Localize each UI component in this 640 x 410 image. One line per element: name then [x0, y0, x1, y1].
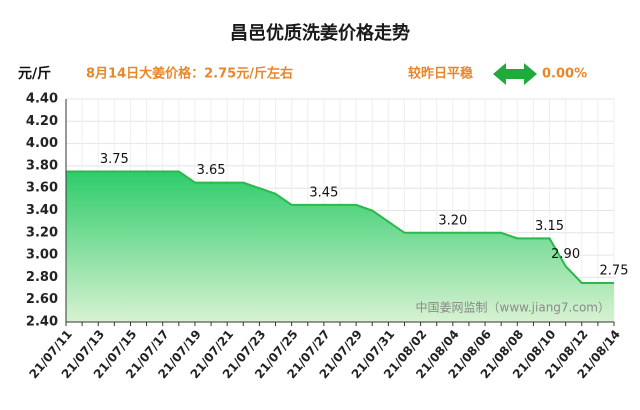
- y-tick-label: 3.20: [26, 225, 58, 240]
- area-line: [66, 170, 614, 284]
- y-tick-label: 2.40: [26, 315, 58, 330]
- y-tick-label: 2.80: [26, 270, 58, 285]
- y-tick-label: 3.40: [26, 203, 58, 218]
- y-tick-label: 3.00: [26, 248, 58, 263]
- data-label: 2.90: [551, 247, 580, 262]
- y-tick-label: 3.80: [26, 158, 58, 173]
- y-tick-label: 4.00: [26, 136, 58, 151]
- data-label: 3.20: [438, 213, 467, 228]
- data-label: 3.75: [100, 152, 129, 167]
- y-tick-label: 4.40: [26, 92, 58, 107]
- change-value: 0.00%: [542, 67, 587, 82]
- chart-title: 昌邑优质洗姜价格走势: [230, 22, 410, 44]
- y-axis-label: 元/斤: [18, 65, 51, 82]
- data-label: 2.75: [600, 263, 629, 278]
- watermark: 中国姜网监制（www.jiang7.com）: [416, 300, 610, 315]
- subtitle: 8月14日大姜价格：2.75元/斤左右: [86, 66, 293, 82]
- data-label: 3.15: [535, 219, 564, 234]
- change-text: 较昨日平稳: [408, 66, 473, 82]
- y-tick-label: 3.60: [26, 181, 58, 196]
- y-tick-label: 2.60: [26, 292, 58, 307]
- y-tick-label: 4.20: [26, 114, 58, 129]
- flat-arrow-icon: [493, 63, 537, 85]
- area-fill: [66, 171, 614, 322]
- data-label: 3.45: [309, 185, 338, 200]
- data-label: 3.65: [197, 163, 226, 178]
